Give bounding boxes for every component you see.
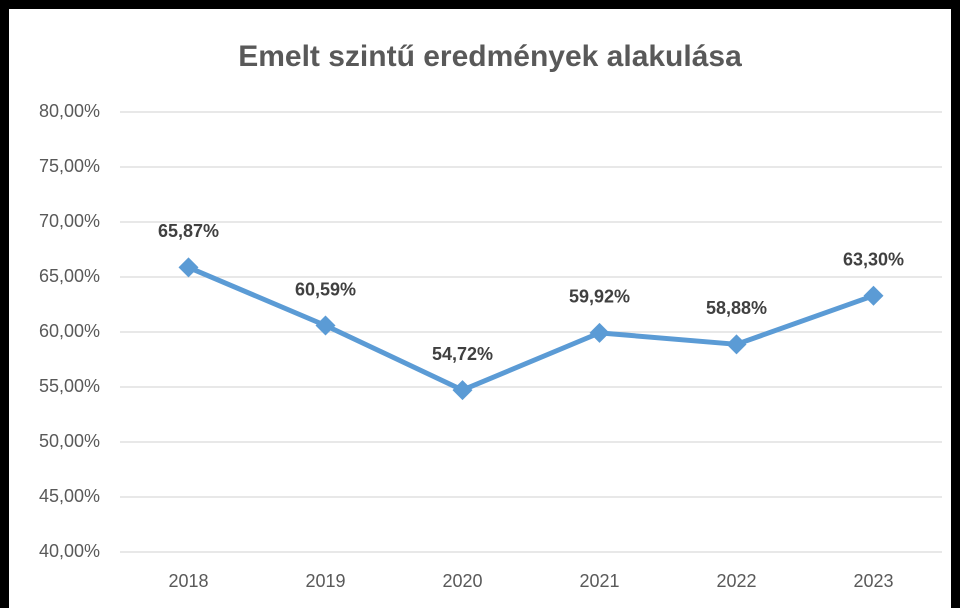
- y-tick-label: 70,00%: [39, 211, 100, 231]
- data-label: 54,72%: [432, 344, 493, 364]
- y-tick-label: 50,00%: [39, 431, 100, 451]
- marker: [315, 315, 336, 336]
- y-tick-label: 45,00%: [39, 486, 100, 506]
- y-tick-label: 75,00%: [39, 156, 100, 176]
- data-label: 63,30%: [843, 249, 904, 269]
- marker: [452, 380, 473, 401]
- data-label: 60,59%: [295, 279, 356, 299]
- marker: [726, 334, 747, 355]
- y-tick-label: 55,00%: [39, 376, 100, 396]
- line: [187, 265, 875, 393]
- x-tick-label: 2018: [168, 571, 208, 591]
- x-tick-label: 2022: [716, 571, 756, 591]
- y-tick-label: 65,00%: [39, 266, 100, 286]
- marker: [178, 257, 199, 278]
- marker: [589, 322, 610, 343]
- data-label: 58,88%: [706, 298, 767, 318]
- y-tick-label: 40,00%: [39, 541, 100, 561]
- chart-title: Emelt szintű eredmények alakulása: [238, 40, 742, 73]
- marker: [863, 285, 884, 306]
- x-tick-label: 2021: [579, 571, 619, 591]
- y-tick-label: 60,00%: [39, 321, 100, 341]
- data-label: 59,92%: [569, 287, 630, 307]
- x-tick-label: 2020: [442, 571, 482, 591]
- x-tick-label: 2019: [305, 571, 345, 591]
- x-tick-label: 2023: [853, 571, 893, 591]
- data-label: 65,87%: [158, 221, 219, 241]
- y-tick-label: 80,00%: [39, 101, 100, 121]
